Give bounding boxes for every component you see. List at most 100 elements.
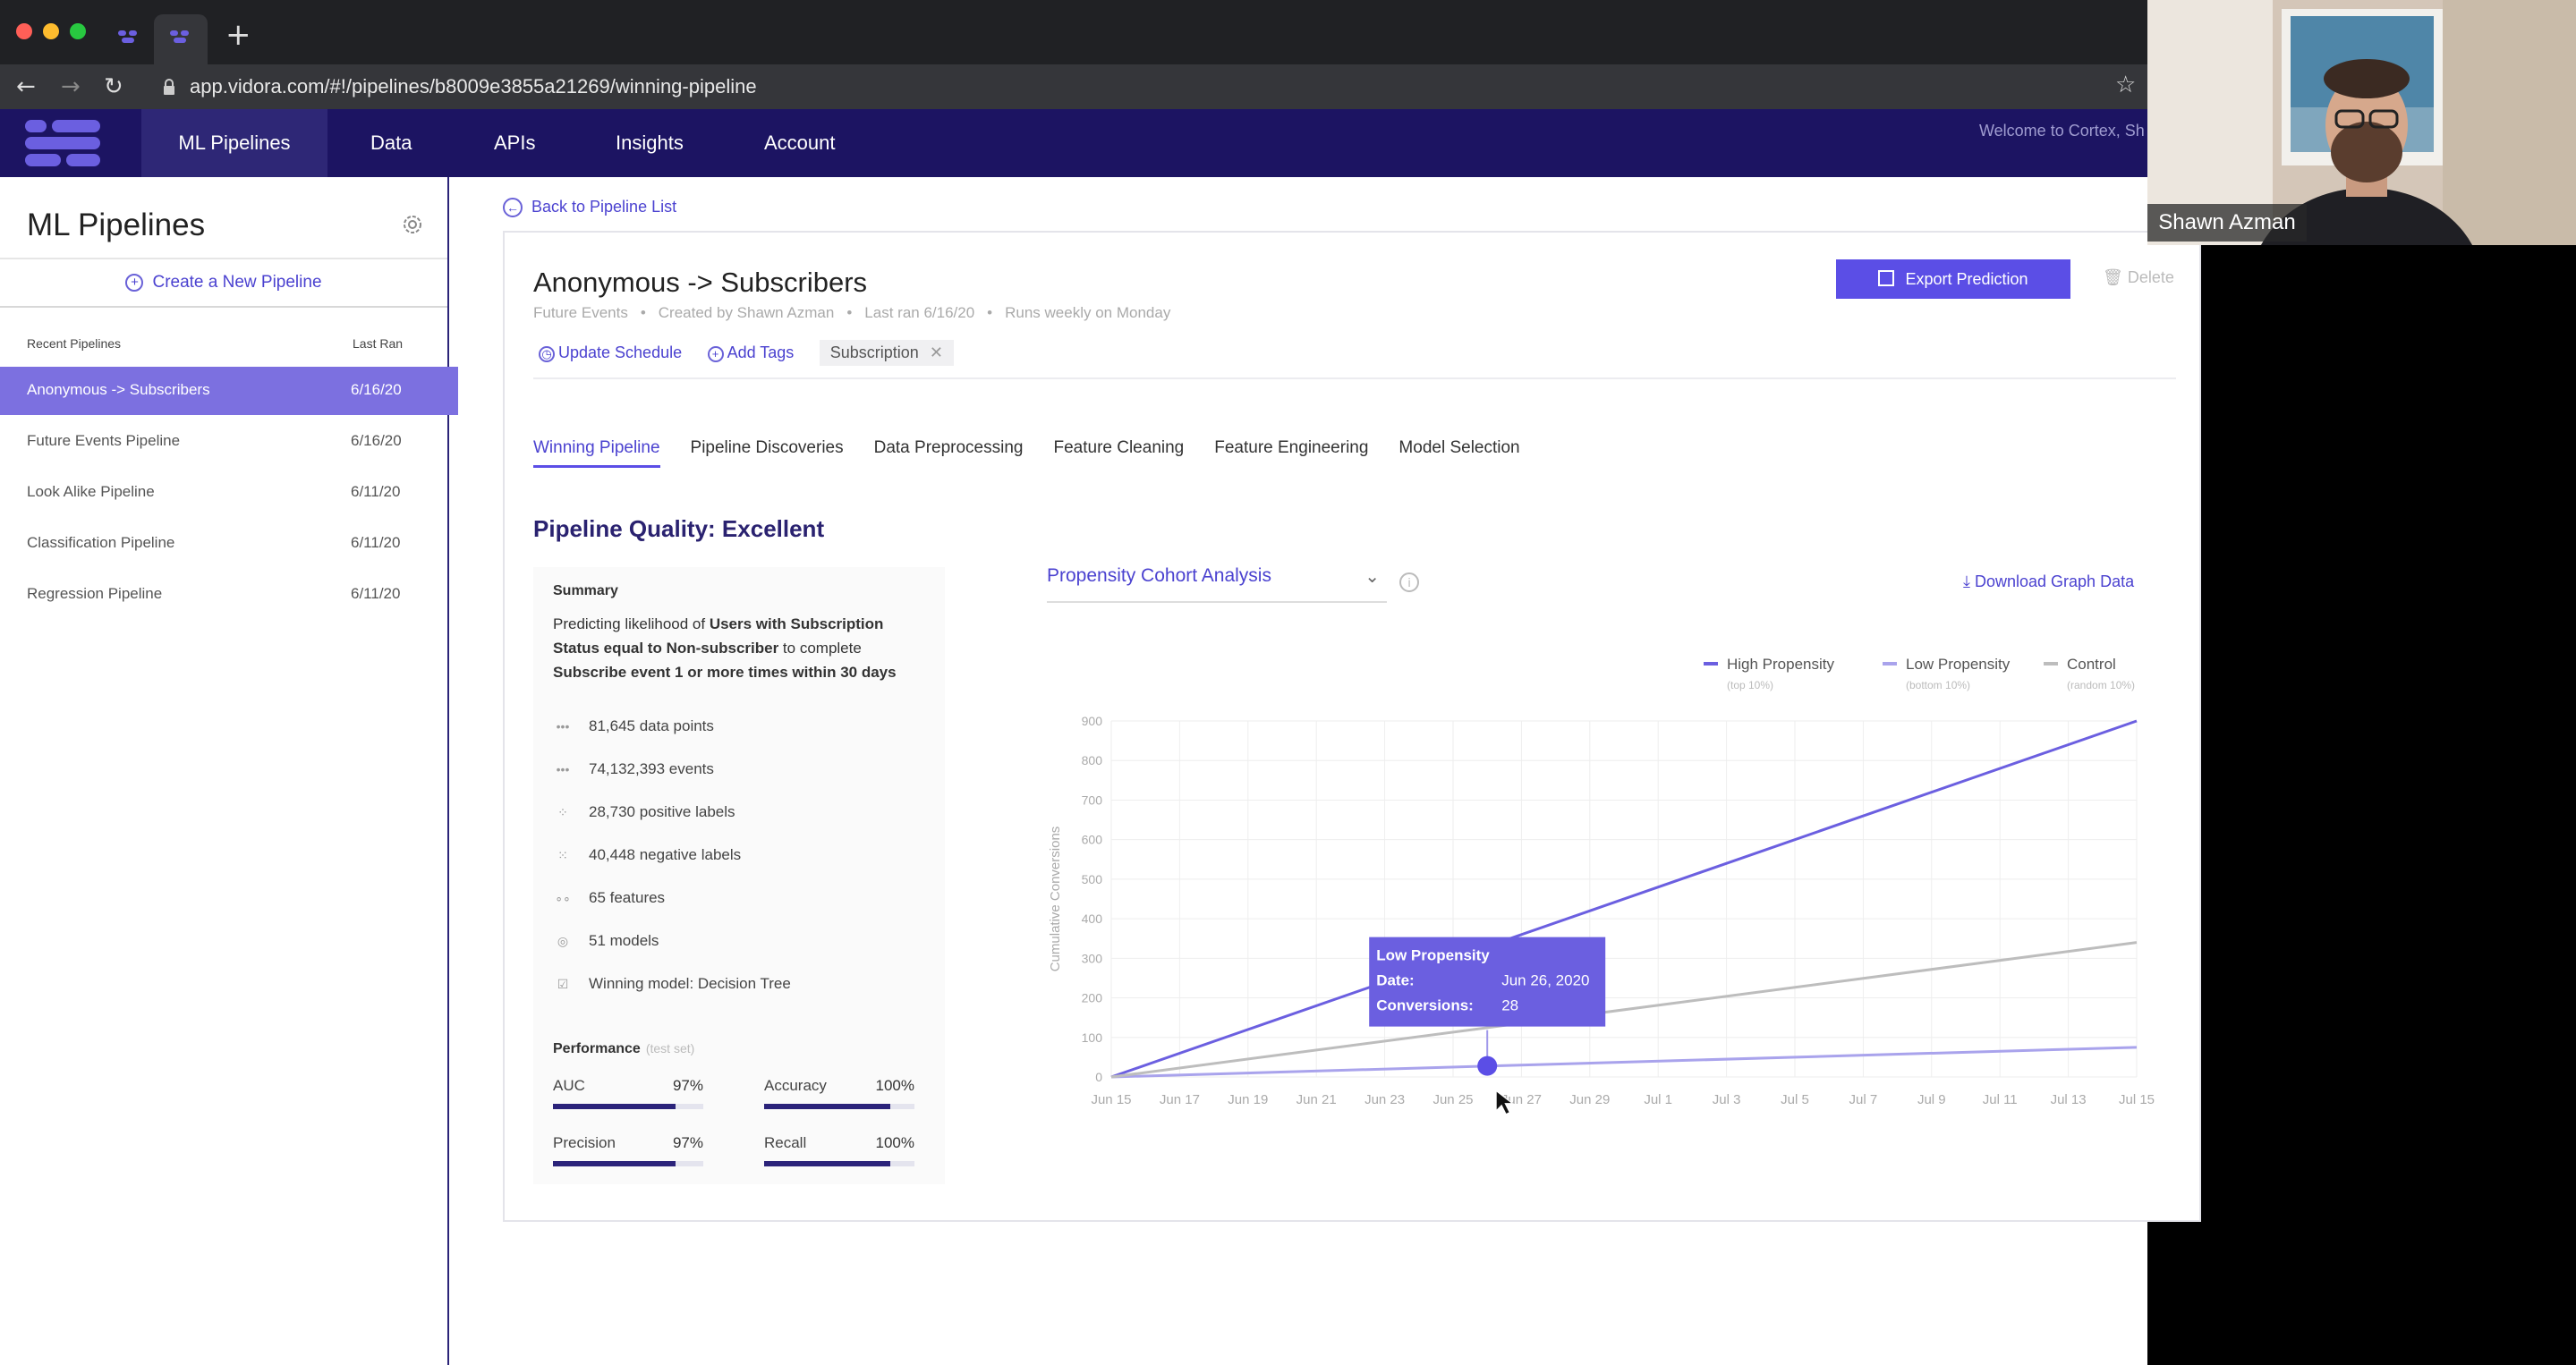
participant-name: Shawn Azman [2147, 204, 2307, 242]
webcam-feed-image [2147, 0, 2576, 245]
pipeline-name: Anonymous -> Subscribers [27, 381, 210, 398]
dots-icon: ••• [556, 762, 570, 776]
delete-button[interactable]: 🗑 Delete [2103, 268, 2174, 287]
nav-apis[interactable]: APIs [494, 131, 536, 154]
add-tags-button[interactable]: + Add Tags [707, 343, 794, 362]
legend-sub: (random 10%) [2067, 679, 2135, 691]
tab-model-selection[interactable]: Model Selection [1399, 438, 1520, 457]
tooltip-conv-label: Conversions: [1376, 997, 1474, 1014]
forward-arrow-icon[interactable]: → [61, 73, 81, 100]
meta-type: Future Events [533, 304, 628, 321]
tab-feature-cleaning[interactable]: Feature Cleaning [1053, 438, 1185, 457]
sidebar-item-anonymous-subscribers[interactable]: Anonymous -> Subscribers 6/16/20 [0, 367, 458, 415]
tooltip-date-label: Date: [1376, 972, 1415, 989]
maximize-window-button[interactable] [70, 23, 86, 39]
desc-audience: Users with Subscription Status equal to … [553, 615, 884, 657]
mouse-cursor-icon [1495, 1089, 1514, 1115]
metric-label: Recall [764, 1134, 807, 1151]
hover-point [1477, 1056, 1498, 1076]
app-header: ML Pipelines Data APIs Insights Account … [0, 109, 2147, 177]
metric-fill [764, 1104, 891, 1109]
metric-label: Accuracy [764, 1077, 827, 1094]
series-line-control [1110, 941, 2138, 1079]
tab-data-preprocessing[interactable]: Data Preprocessing [873, 438, 1024, 457]
reload-icon[interactable]: ↻ [104, 73, 123, 100]
delete-label: Delete [2127, 268, 2174, 286]
new-tab-icon[interactable]: + [225, 17, 251, 53]
back-to-pipeline-list-link[interactable]: ← Back to Pipeline List [503, 195, 676, 218]
tab-winning-pipeline[interactable]: Winning Pipeline [533, 438, 660, 468]
stat-models: ◎ 51 models [553, 932, 659, 950]
x-tick-label: Jun 17 [1160, 1092, 1200, 1107]
sidebar-item-regression[interactable]: Regression Pipeline 6/11/20 [0, 571, 447, 619]
stat-label: 40,448 negative labels [589, 846, 742, 863]
plus-circle-icon: + [125, 274, 144, 292]
nav-data[interactable]: Data [370, 131, 412, 154]
metric-label: AUC [553, 1077, 585, 1094]
performance-heading: Performance (test set) [553, 1041, 694, 1057]
meta-schedule: Runs weekly on Monday [1005, 304, 1171, 321]
pipeline-date: 6/11/20 [351, 534, 401, 551]
close-window-button[interactable] [16, 23, 32, 39]
update-schedule-button[interactable]: ◷ Update Schedule [539, 343, 682, 362]
desc-text: Predicting likelihood of [553, 615, 710, 632]
y-tick-label: 300 [1082, 951, 1103, 965]
metric-fill [553, 1104, 676, 1109]
browser-tab-active[interactable] [154, 14, 208, 64]
pipeline-quality-heading: Pipeline Quality: Excellent [533, 515, 825, 542]
welcome-text: Welcome to Cortex, Sh [1979, 122, 2145, 140]
stat-label: 81,645 data points [589, 717, 714, 734]
nav-insights[interactable]: Insights [616, 131, 684, 154]
pipeline-name: Classification Pipeline [27, 534, 175, 551]
stat-label: Winning model: Decision Tree [589, 975, 791, 992]
sidebar-item-look-alike[interactable]: Look Alike Pipeline 6/11/20 [0, 469, 447, 517]
series-line-low-propensity [1110, 1046, 2138, 1079]
tab-feature-engineering[interactable]: Feature Engineering [1214, 438, 1369, 457]
desc-goal: Subscribe event 1 or more times within 3… [553, 664, 897, 681]
x-tick-label: Jul 15 [2119, 1092, 2155, 1107]
metric-value: 97% [672, 1134, 703, 1151]
browser-tab[interactable] [102, 14, 156, 64]
create-pipeline-button[interactable]: + Create a New Pipeline [0, 270, 447, 295]
create-pipeline-label: Create a New Pipeline [152, 273, 322, 292]
bookmark-star-icon[interactable]: ☆ [2115, 72, 2137, 98]
gear-icon[interactable] [401, 213, 424, 236]
address-bar[interactable]: app.vidora.com/#!/pipelines/b8009e3855a2… [190, 75, 757, 98]
download-graph-data-button[interactable]: ⤓ Download Graph Data [1963, 572, 2134, 591]
last-ran-header: Last Ran [353, 336, 404, 351]
metric-bar [764, 1161, 914, 1166]
sidebar-item-classification[interactable]: Classification Pipeline 6/11/20 [0, 520, 447, 568]
minimize-window-button[interactable] [43, 23, 59, 39]
tooltip-date-value: Jun 26, 2020 [1501, 972, 1589, 989]
remove-tag-icon[interactable]: ✕ [929, 343, 943, 361]
metric-fill [553, 1161, 676, 1166]
recent-pipelines-header: Recent Pipelines [27, 336, 122, 351]
tooltip-series: Low Propensity [1376, 947, 1490, 964]
y-tick-label: 700 [1082, 793, 1103, 807]
stat-features: ∘∘ 65 features [553, 889, 665, 907]
nav-ml-pipelines[interactable]: ML Pipelines [141, 109, 327, 177]
x-tick-label: Jun 25 [1433, 1092, 1473, 1107]
export-prediction-button[interactable]: Export Prediction [1836, 259, 2070, 299]
info-icon[interactable]: i [1399, 572, 1419, 592]
nodes-icon: ∘∘ [555, 891, 571, 905]
stat-winning-model: ☑ Winning model: Decision Tree [553, 975, 791, 993]
legend-label: High Propensity [1727, 656, 1835, 673]
chart-type-dropdown[interactable]: Propensity Cohort Analysis ⌄ [1047, 565, 1387, 603]
nav-account[interactable]: Account [764, 131, 836, 154]
arrow-left-circle-icon: ← [503, 198, 523, 217]
x-tick-label: Jul 7 [1849, 1092, 1878, 1107]
sidebar-title: ML Pipelines [27, 208, 206, 242]
chevron-down-icon: ⌄ [1365, 567, 1380, 587]
performance-label: Performance [553, 1041, 641, 1056]
stat-events: ••• 74,132,393 events [553, 760, 714, 778]
summary-heading: Summary [553, 583, 618, 598]
metric-bar [764, 1104, 914, 1109]
tab-pipeline-discoveries[interactable]: Pipeline Discoveries [690, 438, 844, 457]
pipeline-date: 6/11/20 [351, 483, 401, 500]
stat-negative-labels: ⁙ 40,448 negative labels [553, 846, 741, 864]
sidebar-item-future-events[interactable]: Future Events Pipeline 6/16/20 [0, 418, 447, 466]
vidora-logo[interactable] [25, 120, 100, 166]
back-arrow-icon[interactable]: ← [16, 73, 36, 100]
performance-sub: (test set) [645, 1041, 695, 1056]
